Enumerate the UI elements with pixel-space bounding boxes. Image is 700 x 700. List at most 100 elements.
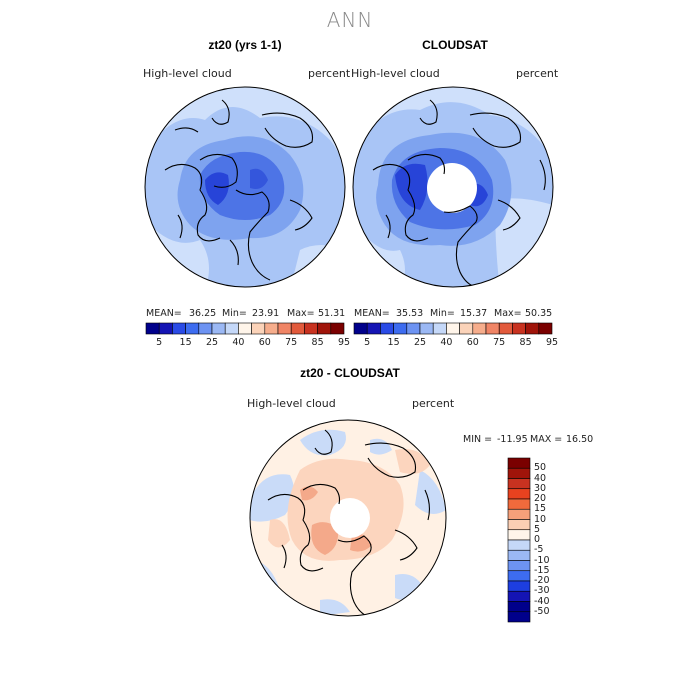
- colorbar-swatch: [507, 508, 531, 520]
- colorbar-right: [353, 322, 553, 335]
- diff-panel-title: zt20 - CLOUDSAT: [300, 366, 400, 380]
- colorbar-swatch: [507, 478, 531, 490]
- colorbar-swatch: [290, 322, 305, 335]
- peach-patch: [395, 449, 430, 474]
- panel-right-title: CLOUDSAT: [422, 38, 488, 52]
- light-blue-patch: [300, 429, 346, 456]
- colorbar-tick-label: 20: [534, 493, 547, 504]
- salmon-patch: [300, 486, 318, 501]
- light-blue-patch: [320, 599, 350, 616]
- colorbar-swatch: [507, 549, 531, 561]
- colorbar-tick-label: -30: [534, 585, 550, 597]
- colorbar-swatch: [507, 580, 531, 592]
- difference-map-border: [249, 419, 447, 617]
- coastlines: [267, 429, 431, 616]
- diff-max-label: MAX =: [530, 434, 563, 445]
- colorbar-swatch: [366, 322, 381, 335]
- colorbar-swatch: [432, 322, 447, 335]
- right-max-value: 50.35: [525, 308, 553, 319]
- colorbar-swatch: [512, 322, 526, 335]
- colorbar-swatch: [507, 457, 531, 469]
- colorbar-tick-label: -40: [534, 595, 550, 607]
- colorbar-swatch: [419, 322, 434, 335]
- right-min-value: 15.37: [460, 308, 488, 319]
- colorbar-swatch: [507, 570, 531, 582]
- colorbar-swatch: [172, 322, 186, 335]
- outer-light-band: [145, 87, 345, 200]
- colorbar-swatch: [446, 322, 460, 335]
- colorbar-swatch: [406, 322, 421, 335]
- colorbar-tick-label: 85: [311, 337, 324, 348]
- colorbar-swatch: [507, 529, 531, 541]
- left-map-border: [144, 86, 346, 288]
- colorbar-swatch: [507, 590, 531, 602]
- diff-max-value: 16.50: [566, 434, 594, 445]
- colorbar-tick-label: 15: [179, 337, 192, 348]
- colorbar-swatch: [211, 322, 226, 335]
- colorbar-swatch: [507, 519, 531, 531]
- diff-min-label: MIN =: [463, 434, 493, 445]
- colorbar-swatch: [224, 322, 239, 335]
- colorbar-tick-label: 15: [534, 503, 547, 515]
- panel-left-variable: High-level cloud: [143, 67, 232, 80]
- colorbar-swatch: [304, 322, 318, 335]
- light-blue-patch: [415, 470, 446, 514]
- colorbar-tick-label: 60: [466, 337, 479, 348]
- colorbar-swatch: [538, 322, 553, 335]
- diff-variable: High-level cloud: [247, 397, 336, 410]
- diff-units: percent: [412, 397, 455, 410]
- left-mean-label: MEAN=: [146, 308, 182, 319]
- left-mean-value: 36.25: [189, 308, 217, 319]
- colorbar-swatch: [507, 560, 531, 572]
- main-title: ANN: [326, 8, 374, 32]
- colorbar-tick-label: 40: [232, 337, 245, 348]
- colorbar-swatch: [507, 488, 531, 500]
- colorbar-swatch: [472, 322, 487, 335]
- colorbar-swatch: [507, 498, 531, 510]
- coastlines: [164, 99, 314, 281]
- colorbar-swatch: [507, 611, 531, 623]
- colorbar-tick-label: -20: [534, 575, 550, 586]
- colorbar-tick-label: 30: [534, 482, 547, 494]
- left-min-label: Min=: [222, 308, 247, 319]
- colorbar-tick-label: 5: [534, 523, 541, 535]
- colorbar-swatch: [393, 322, 408, 335]
- colorbar-swatch: [507, 601, 531, 613]
- colorbar-swatch: [158, 322, 173, 335]
- colorbar-swatch: [251, 322, 266, 335]
- colorbar-tick-label: 40: [440, 337, 453, 348]
- panel-left-units: percent: [308, 67, 351, 80]
- difference-polar-map: [250, 420, 446, 616]
- colorbar-tick-label: 85: [519, 337, 532, 348]
- deep-blue-core: [199, 151, 285, 220]
- coastlines: [372, 99, 546, 287]
- peach-patch: [268, 519, 290, 548]
- darkest-blue-patch: [395, 163, 428, 210]
- colorbar-swatch: [264, 322, 279, 335]
- colorbar-tick-label: -10: [534, 554, 550, 566]
- left-min-value: 23.91: [252, 308, 280, 319]
- colorbar-tick-label: -15: [534, 564, 550, 576]
- right-map-border: [352, 86, 554, 288]
- colorbar-tick-label: 95: [545, 337, 559, 348]
- colorbar-swatch: [498, 322, 513, 335]
- colorbar-tick-label: 75: [493, 337, 506, 348]
- colorbar-swatch: [185, 322, 200, 335]
- colorbar-tick-label: 60: [258, 337, 271, 348]
- colorbar-tick-label: 95: [337, 337, 351, 348]
- colorbar-tick-label: -5: [534, 544, 544, 556]
- colorbar-tick-label: 25: [413, 337, 427, 348]
- right-mean-label: MEAN=: [354, 308, 390, 319]
- colorbar-difference: [507, 457, 531, 623]
- light-blue-patch: [370, 438, 392, 455]
- missing-data-hole: [427, 163, 477, 213]
- colorbar-swatch: [507, 539, 531, 551]
- colorbar-tick-label: 25: [205, 337, 219, 348]
- left-max-value: 51.31: [318, 308, 346, 319]
- colorbar-tick-label: 40: [534, 472, 547, 484]
- panel-right-variable: High-level cloud: [351, 67, 440, 80]
- colorbar-swatch: [317, 322, 332, 335]
- model-polar-map: [145, 87, 345, 287]
- colorbar-tick-label: 75: [285, 337, 298, 348]
- colorbar-left: [145, 322, 345, 335]
